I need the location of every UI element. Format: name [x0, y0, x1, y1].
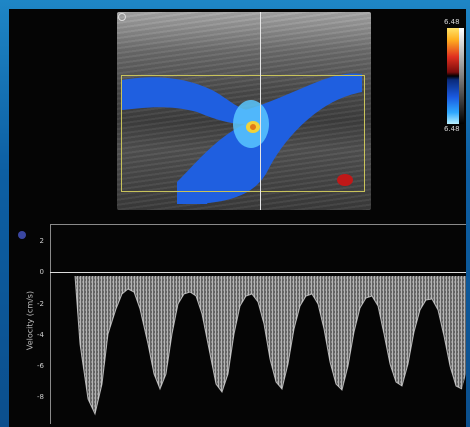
- reverse-flow-spot: [337, 174, 353, 186]
- waveform-envelope: [74, 275, 463, 416]
- spectral-waveform: [50, 276, 466, 414]
- spectrum-marker-icon: [18, 231, 26, 239]
- tick-label: -8: [37, 393, 44, 401]
- spectrum-top-rule: [50, 224, 466, 225]
- velocity-axis-label: Velocity (cm/s): [25, 290, 35, 351]
- tick-label: 2: [39, 237, 44, 245]
- grayscale-bar: [459, 28, 464, 124]
- color-roi-box[interactable]: [121, 75, 365, 192]
- color-scale-bar: [447, 28, 459, 124]
- vessel-flow-branch: [177, 124, 252, 204]
- zero-baseline: [50, 272, 466, 273]
- scale-bottom-value: 6.48: [444, 125, 460, 133]
- tick-label: -2: [37, 300, 44, 308]
- tick-label: -4: [37, 331, 44, 339]
- vessel-flow-left: [122, 77, 247, 124]
- probe-orientation-icon: [118, 13, 126, 21]
- doppler-spectrum: [50, 275, 466, 416]
- tick-label: 0: [39, 268, 44, 276]
- scale-top-value: 6.48: [444, 18, 460, 26]
- doppler-cursor-line[interactable]: [260, 12, 261, 210]
- tick-label: -6: [37, 362, 44, 370]
- aliasing-core: [250, 124, 256, 130]
- spectrum-left-rule: [50, 224, 51, 424]
